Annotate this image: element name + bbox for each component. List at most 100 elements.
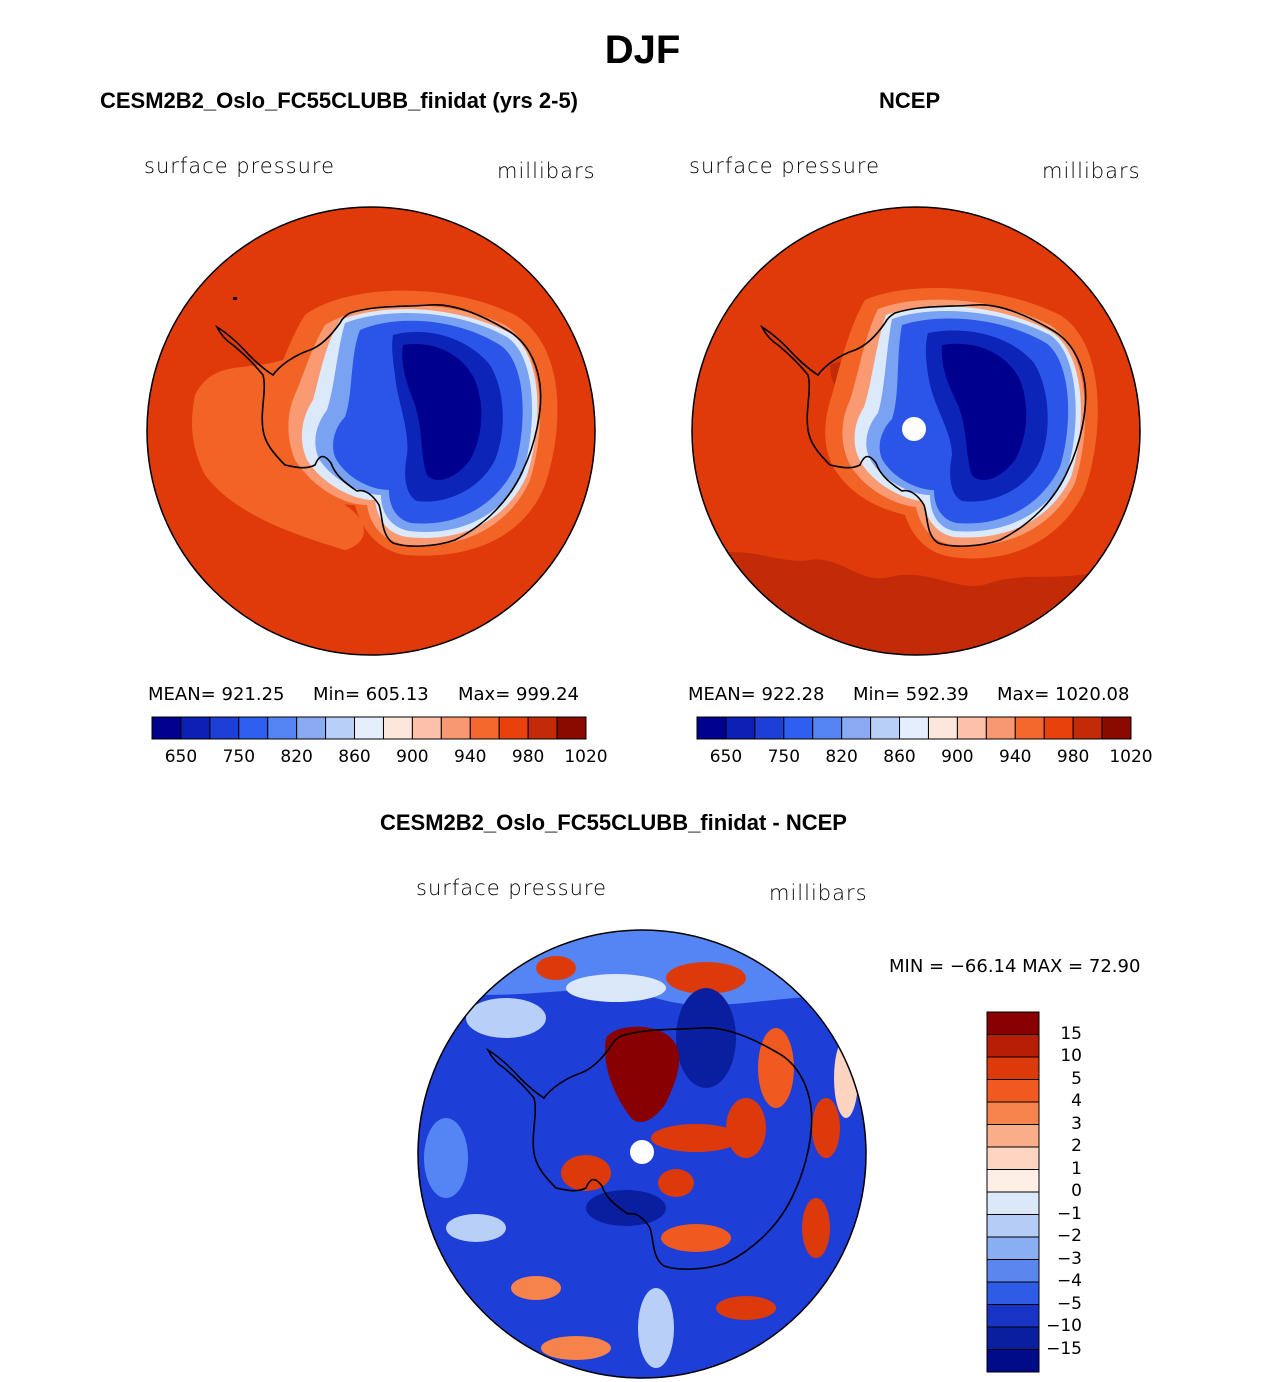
antarctica-coastline bbox=[760, 304, 1087, 547]
panel-obs-map bbox=[691, 206, 1141, 656]
main-title: DJF bbox=[604, 28, 681, 72]
colorbar-tick-label: 10 bbox=[1060, 1046, 1082, 1066]
colorbar-tick-label: 0 bbox=[1071, 1181, 1082, 1201]
colorbar-swatch bbox=[382, 716, 413, 740]
diff-patch bbox=[536, 956, 576, 980]
diff-max-region bbox=[605, 1026, 680, 1123]
colorbar-swatch bbox=[1072, 716, 1103, 740]
colorbar-swatch bbox=[986, 1259, 1040, 1283]
colorbar-swatch bbox=[527, 716, 558, 740]
pressure-band-650 bbox=[941, 343, 1027, 480]
diff-patch bbox=[658, 1169, 694, 1197]
colorbar-tick-label: −4 bbox=[1056, 1271, 1082, 1291]
panel-obs-units: millibars bbox=[1042, 159, 1141, 183]
antarctica-coastline bbox=[215, 304, 542, 547]
colorbar-tick-label: 820 bbox=[825, 747, 858, 767]
colorbar-tick-label: 980 bbox=[511, 747, 545, 767]
colorbar-tick-label: 900 bbox=[941, 747, 974, 767]
colorbar-swatch bbox=[985, 716, 1016, 740]
colorbar-tick-label: 650 bbox=[164, 747, 198, 767]
colorbar-swatch bbox=[440, 716, 471, 740]
diff-patch bbox=[726, 1098, 766, 1158]
colorbar-tick-label: 900 bbox=[396, 747, 429, 767]
panel-model-variable: surface pressure bbox=[144, 154, 335, 178]
colorbar-swatch bbox=[956, 716, 987, 740]
colorbar-swatch bbox=[725, 716, 756, 740]
colorbar-swatch bbox=[556, 716, 587, 740]
colorbar-tick-label: 3 bbox=[1071, 1113, 1082, 1134]
colorbar-tick-label: 1020 bbox=[1109, 747, 1153, 767]
colorbar-swatch bbox=[469, 716, 500, 740]
diff-patch bbox=[651, 1124, 741, 1152]
diff-colorbar-labels: 15 10 5 4 3 2 1 0 −1 −2 −3 −4 −5 −10 −15 bbox=[1046, 1012, 1106, 1372]
colorbar-swatch bbox=[986, 1214, 1040, 1238]
colorbar-swatch bbox=[325, 716, 356, 740]
colorbar-swatch bbox=[151, 716, 182, 740]
colorbar-swatch bbox=[986, 1079, 1040, 1103]
colorbar-tick-label: 1020 bbox=[564, 747, 608, 767]
diff-variable: surface pressure bbox=[416, 876, 607, 900]
island-outline bbox=[233, 297, 237, 300]
colorbar-swatch bbox=[296, 716, 327, 740]
colorbar-swatch bbox=[927, 716, 958, 740]
diff-patch bbox=[424, 1118, 468, 1198]
colorbar-swatch bbox=[1014, 716, 1045, 740]
colorbar-swatch bbox=[754, 716, 785, 740]
colorbar-tick-label: 750 bbox=[767, 747, 801, 767]
panel-obs-title: NCEP bbox=[879, 88, 941, 113]
diff-patch bbox=[758, 1028, 794, 1108]
panel-model-colorbar-labels: 650 750 820 860 900 940 980 1020 bbox=[152, 747, 608, 769]
diff-patch bbox=[541, 1336, 611, 1360]
colorbar-swatch bbox=[870, 716, 901, 740]
diff-minmax: MIN = −66.14 MAX = 72.90 bbox=[889, 956, 1141, 977]
colorbar-tick-label: 2 bbox=[1071, 1136, 1082, 1156]
colorbar-swatch bbox=[696, 716, 727, 740]
colorbar-swatch bbox=[841, 716, 872, 740]
colorbar-swatch bbox=[899, 716, 929, 740]
diff-patch bbox=[466, 998, 546, 1038]
panel-model-units: millibars bbox=[497, 159, 596, 183]
colorbar-swatch bbox=[986, 1056, 1040, 1080]
colorbar-tick-label: 5 bbox=[1071, 1068, 1082, 1089]
colorbar-tick-label: 4 bbox=[1071, 1091, 1082, 1111]
diff-patch bbox=[586, 1190, 666, 1226]
diff-patch bbox=[446, 1214, 506, 1242]
diff-patch bbox=[661, 1224, 731, 1252]
colorbar-swatch bbox=[812, 716, 843, 740]
diff-patch bbox=[812, 1098, 840, 1158]
colorbar-tick-label: −2 bbox=[1056, 1226, 1082, 1246]
panel-model-mean: MEAN= 921.25 bbox=[148, 684, 285, 705]
map-border bbox=[146, 206, 596, 656]
panel-model-colorbar bbox=[151, 716, 587, 740]
colorbar-swatch bbox=[986, 1281, 1040, 1305]
colorbar-tick-label: −1 bbox=[1056, 1203, 1082, 1224]
colorbar-tick-label: 15 bbox=[1060, 1023, 1082, 1044]
colorbar-tick-label: 650 bbox=[709, 747, 743, 767]
colorbar-swatch bbox=[986, 1304, 1040, 1328]
panel-model-map bbox=[146, 206, 596, 656]
colorbar-swatch bbox=[267, 716, 298, 740]
colorbar-swatch bbox=[986, 1101, 1040, 1125]
diff-title: CESM2B2_Oslo_FC55CLUBB_finidat - NCEP bbox=[380, 810, 847, 835]
missing-data-pole bbox=[902, 417, 926, 441]
panel-obs-max: Max= 1020.08 bbox=[997, 684, 1130, 705]
missing-data-pole bbox=[630, 1140, 654, 1164]
panel-model-max: Max= 999.24 bbox=[458, 684, 579, 705]
colorbar-swatch bbox=[1043, 716, 1074, 740]
colorbar-tick-label: 940 bbox=[999, 747, 1032, 767]
colorbar-tick-label: −3 bbox=[1056, 1248, 1082, 1269]
diff-patch bbox=[666, 962, 746, 994]
diff-patch bbox=[676, 988, 736, 1088]
panel-obs-mean: MEAN= 922.28 bbox=[688, 684, 825, 705]
colorbar-tick-label: −10 bbox=[1046, 1316, 1082, 1336]
colorbar-tick-label: −15 bbox=[1046, 1338, 1082, 1359]
colorbar-tick-label: 860 bbox=[338, 747, 371, 767]
panel-obs-min: Min= 592.39 bbox=[853, 684, 969, 705]
diff-colorbar bbox=[986, 1011, 1040, 1373]
pressure-band-650 bbox=[402, 344, 482, 480]
panel-model-min: Min= 605.13 bbox=[313, 684, 429, 705]
colorbar-swatch bbox=[498, 716, 529, 740]
colorbar-swatch bbox=[986, 1011, 1040, 1035]
diff-patch bbox=[716, 1296, 776, 1320]
colorbar-swatch bbox=[354, 716, 384, 740]
